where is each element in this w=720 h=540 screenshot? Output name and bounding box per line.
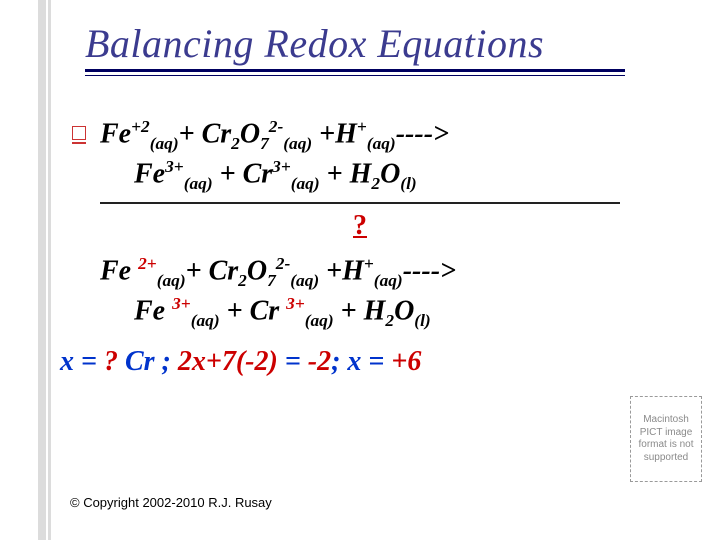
eq-sub: (aq) xyxy=(305,311,334,330)
eq-text: + xyxy=(179,118,202,149)
eq-text: Cr xyxy=(209,255,239,286)
eq-text: Cr xyxy=(202,118,232,149)
eq-text: + Cr xyxy=(220,295,287,326)
eq-text: + xyxy=(186,255,209,286)
solve-part: x = xyxy=(60,346,104,377)
title-underline-thin xyxy=(85,75,625,76)
eq-sub: (aq) xyxy=(184,174,213,193)
question-mark: ? xyxy=(100,210,620,242)
eq-sub: (l) xyxy=(400,174,416,193)
eq-text: O xyxy=(394,295,414,326)
eq-sup: 2- xyxy=(276,254,290,273)
equation-2-line-2: Fe 3+(aq) + Cr 3+(aq) + H2O(l) xyxy=(100,292,660,332)
solve-part: 2x+7(-2) xyxy=(178,346,278,377)
eq-text: O xyxy=(380,159,400,190)
copyright: © Copyright 2002-2010 R.J. Rusay xyxy=(70,495,272,510)
eq-text: O xyxy=(247,255,267,286)
eq-arrow: ----> xyxy=(403,255,456,286)
equation-2-line-1: Fe 2+(aq)+ Cr2O72-(aq) +H+(aq)----> xyxy=(100,252,660,292)
eq-sup: 3+ xyxy=(172,294,191,313)
eq-sup: + xyxy=(357,117,367,136)
eq-text: Fe xyxy=(134,295,172,326)
eq-sub: (aq) xyxy=(191,311,220,330)
eq-text: Fe xyxy=(134,159,165,190)
eq-sup: 3+ xyxy=(165,157,184,176)
solve-part: = xyxy=(278,346,308,377)
pict-text: Macintosh PICT image format is not suppo… xyxy=(635,414,697,464)
eq-text: + H xyxy=(320,159,372,190)
divider xyxy=(100,202,620,204)
solve-part: +6 xyxy=(391,346,421,377)
title-block: Balancing Redox Equations xyxy=(85,20,645,76)
eq-sup: 3+ xyxy=(286,294,305,313)
left-decoration xyxy=(38,0,54,540)
eq-sub: 2 xyxy=(385,311,394,330)
content-area: Fe+2(aq)+ Cr2O72-(aq) +H+(aq)----> Fe3+(… xyxy=(100,115,660,378)
eq-sub: (aq) xyxy=(290,271,319,290)
eq-sup: 2+ xyxy=(138,254,157,273)
eq-text: Fe xyxy=(100,255,138,286)
eq-sub: (aq) xyxy=(150,134,179,153)
pict-placeholder: Macintosh PICT image format is not suppo… xyxy=(630,396,702,482)
eq-sub: 7 xyxy=(267,271,276,290)
solve-part: -2 xyxy=(308,346,331,377)
eq-text: + Cr xyxy=(213,159,273,190)
eq-text: +H xyxy=(312,118,357,149)
eq-text: Fe xyxy=(100,118,131,149)
bullet-decoration xyxy=(72,126,86,144)
title-underline xyxy=(85,69,625,72)
solve-part: ; x = xyxy=(331,346,391,377)
eq-sub: 2 xyxy=(238,271,247,290)
equation-1-line-2: Fe3+(aq) + Cr3+(aq) + H2O(l) xyxy=(100,155,660,195)
eq-sup: +2 xyxy=(131,117,150,136)
solve-line: x = ? Cr ; 2x+7(-2) = -2; x = +6 xyxy=(60,346,660,378)
solve-part: Cr ; xyxy=(118,346,178,377)
eq-sub: (l) xyxy=(414,311,430,330)
eq-text: O xyxy=(240,118,260,149)
eq-sup: 3+ xyxy=(272,157,291,176)
eq-text: + H xyxy=(334,295,386,326)
eq-sub: (aq) xyxy=(283,134,312,153)
eq-sup: + xyxy=(364,254,374,273)
eq-sub: 2 xyxy=(231,134,240,153)
solve-q: ? xyxy=(104,346,118,377)
eq-sub: (aq) xyxy=(157,271,186,290)
equation-1-line-1: Fe+2(aq)+ Cr2O72-(aq) +H+(aq)----> xyxy=(100,115,660,155)
eq-sub: 2 xyxy=(371,174,380,193)
slide-title: Balancing Redox Equations xyxy=(85,20,645,67)
eq-sub: (aq) xyxy=(374,271,403,290)
eq-sub: (aq) xyxy=(291,174,320,193)
eq-sub: 7 xyxy=(260,134,269,153)
eq-text: +H xyxy=(319,255,364,286)
eq-sub: (aq) xyxy=(367,134,396,153)
eq-sup: 2- xyxy=(269,117,283,136)
eq-arrow: ----> xyxy=(396,118,449,149)
